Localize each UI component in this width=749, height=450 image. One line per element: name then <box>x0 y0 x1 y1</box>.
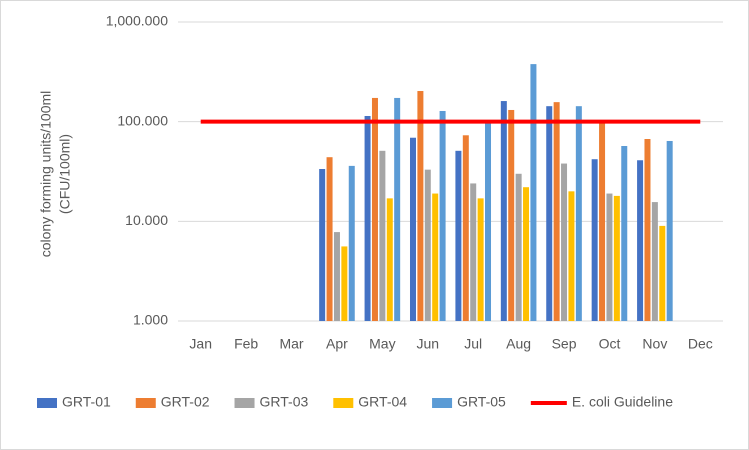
bar <box>371 97 378 321</box>
bar <box>326 157 333 321</box>
x-tick-label: Oct <box>599 336 621 352</box>
x-tick-label: Dec <box>688 336 713 352</box>
legend-swatch <box>234 398 255 408</box>
bar <box>508 109 515 321</box>
legend-label: GRT-04 <box>358 394 407 410</box>
bar <box>591 159 598 321</box>
bar <box>651 202 658 321</box>
x-tick-label: Jan <box>189 336 212 352</box>
legend-label: E. coli Guideline <box>572 394 673 410</box>
legend-label: GRT-02 <box>161 394 210 410</box>
bar <box>455 150 462 321</box>
bar <box>515 173 522 321</box>
bar <box>644 139 651 321</box>
x-tick-label: Nov <box>642 336 667 352</box>
legend-label: GRT-01 <box>62 394 111 410</box>
bar <box>553 102 560 321</box>
y-tick-label: 1,000.000 <box>106 13 168 29</box>
x-tick-label: Feb <box>234 336 258 352</box>
legend-swatch <box>432 398 453 408</box>
bar <box>470 183 477 321</box>
x-tick-label: Aug <box>506 336 531 352</box>
x-tick-label: May <box>369 336 395 352</box>
bar <box>666 140 673 321</box>
bar <box>606 193 613 321</box>
bar <box>477 198 484 321</box>
bar <box>523 187 530 321</box>
bar <box>575 106 582 321</box>
bar <box>530 64 537 321</box>
bar <box>485 121 492 322</box>
legend-swatch <box>333 398 354 408</box>
bar <box>462 135 469 321</box>
bar <box>417 91 424 321</box>
x-tick-label: Sep <box>552 336 577 352</box>
bar <box>386 198 393 321</box>
legend-label: GRT-05 <box>457 394 506 410</box>
bar <box>546 106 553 321</box>
y-tick-label: 1.000 <box>133 312 168 328</box>
y-tick-label: 100.000 <box>117 112 168 128</box>
y-axis-label: (CFU/100ml) <box>57 134 73 214</box>
y-axis-label: colony forming units/100ml <box>38 91 54 258</box>
y-tick-label: 10.000 <box>125 212 168 228</box>
bar <box>568 191 575 321</box>
legend-swatch <box>135 398 156 408</box>
bar <box>500 101 507 321</box>
bar <box>659 225 666 321</box>
bar <box>379 150 386 321</box>
bar <box>432 193 439 321</box>
bar <box>341 246 348 321</box>
bar <box>319 169 326 321</box>
bar <box>613 195 620 321</box>
x-tick-label: Jun <box>417 336 440 352</box>
bar <box>364 115 371 321</box>
legend-swatch <box>37 398 57 408</box>
bar <box>348 165 355 321</box>
bar <box>424 169 431 321</box>
bar <box>394 97 401 321</box>
bar <box>333 232 340 321</box>
bar <box>637 160 644 321</box>
bar <box>599 121 606 322</box>
x-tick-label: Apr <box>326 336 348 352</box>
bar <box>621 145 628 321</box>
x-tick-label: Mar <box>279 336 303 352</box>
bar <box>409 137 416 321</box>
x-tick-label: Jul <box>464 336 482 352</box>
bar <box>439 110 446 321</box>
legend-label: GRT-03 <box>260 394 309 410</box>
bar <box>561 163 568 321</box>
